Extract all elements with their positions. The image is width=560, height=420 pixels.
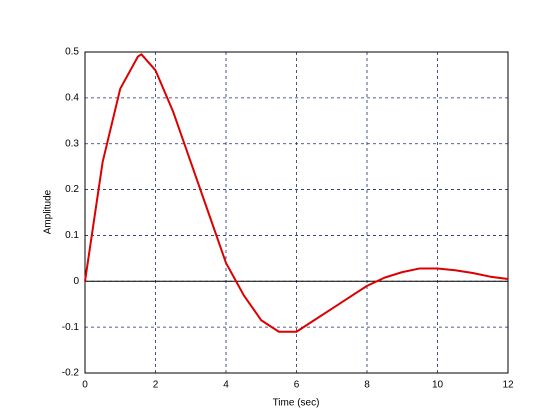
y-tick-label: 0.2 [65,184,79,195]
x-tick-label: 12 [502,380,514,391]
y-tick-label: 0.3 [65,138,79,149]
y-axis-label: Amplitude [43,189,54,234]
x-tick-label: 4 [223,380,229,391]
y-tick-label: 0.5 [65,47,79,58]
y-tick-label: -0.2 [62,368,80,379]
x-axis-label: Time (sec) [273,398,320,409]
y-tick-label: 0.1 [65,230,79,241]
y-tick-label: -0.1 [62,322,80,333]
x-tick-label: 10 [432,380,444,391]
x-tick-label: 2 [153,380,159,391]
data-line [84,53,509,333]
y-tick-label: 0 [73,276,79,287]
x-tick-label: 6 [294,380,300,391]
y-tick-label: 0.4 [65,92,79,103]
x-tick-label: 8 [364,380,370,391]
plot-area [85,52,508,373]
axes-frame [84,51,509,374]
x-tick-label: 0 [82,380,88,391]
